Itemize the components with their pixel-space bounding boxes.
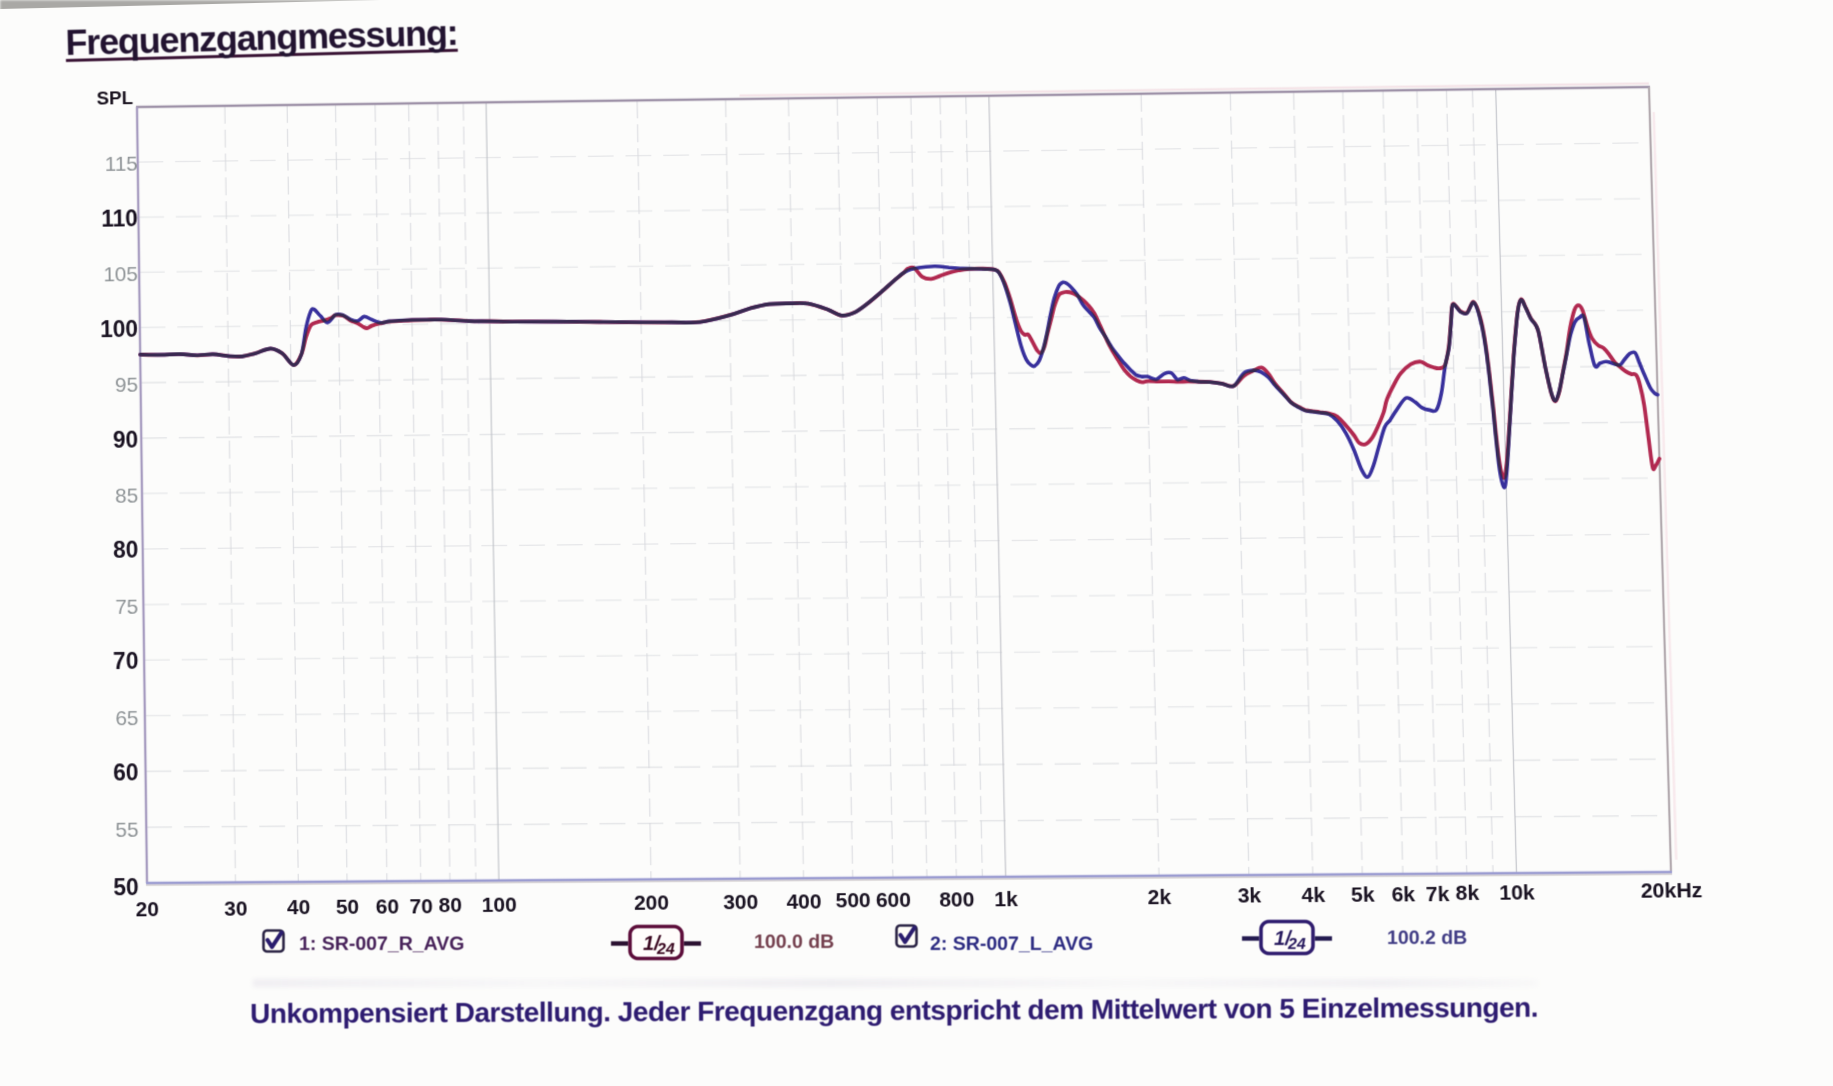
- svg-text:1/: 1/: [1274, 928, 1293, 950]
- svg-text:600: 600: [876, 889, 912, 913]
- svg-text:95: 95: [115, 374, 138, 398]
- svg-text:8k: 8k: [1455, 882, 1480, 906]
- svg-text:50: 50: [113, 874, 139, 901]
- svg-text:70: 70: [113, 648, 139, 675]
- svg-text:100: 100: [100, 315, 138, 342]
- svg-text:800: 800: [939, 888, 975, 912]
- svg-text:65: 65: [115, 706, 138, 730]
- svg-text:24: 24: [1287, 936, 1306, 953]
- svg-text:50: 50: [336, 895, 360, 919]
- svg-text:1/: 1/: [643, 933, 662, 955]
- svg-text:70: 70: [409, 894, 433, 918]
- svg-text:400: 400: [786, 890, 822, 914]
- svg-text:6k: 6k: [1391, 882, 1416, 906]
- svg-text:5k: 5k: [1351, 883, 1376, 907]
- svg-text:80: 80: [439, 894, 463, 918]
- svg-text:85: 85: [115, 484, 138, 508]
- svg-text:60: 60: [113, 759, 139, 786]
- svg-text:SPL: SPL: [97, 87, 134, 109]
- svg-text:24: 24: [656, 941, 675, 958]
- svg-text:200: 200: [634, 892, 669, 916]
- svg-text:105: 105: [103, 263, 138, 287]
- svg-text:80: 80: [113, 537, 139, 564]
- svg-text:500: 500: [835, 889, 871, 913]
- svg-text:90: 90: [113, 426, 139, 453]
- svg-text:10k: 10k: [1499, 881, 1536, 905]
- svg-text:20kHz: 20kHz: [1640, 879, 1702, 903]
- svg-text:300: 300: [723, 890, 758, 914]
- svg-text:7k: 7k: [1425, 882, 1450, 906]
- svg-text:20: 20: [136, 898, 159, 922]
- svg-text:40: 40: [287, 896, 311, 920]
- svg-text:4k: 4k: [1301, 884, 1326, 908]
- svg-text:75: 75: [115, 595, 138, 619]
- svg-text:30: 30: [224, 897, 247, 921]
- svg-text:2k: 2k: [1147, 885, 1172, 909]
- svg-text:55: 55: [115, 818, 138, 842]
- svg-text:110: 110: [101, 205, 138, 232]
- svg-text:60: 60: [376, 895, 400, 919]
- svg-text:100: 100: [482, 893, 517, 917]
- svg-text:3k: 3k: [1237, 884, 1262, 908]
- svg-text:115: 115: [105, 153, 138, 177]
- svg-text:1k: 1k: [994, 887, 1018, 911]
